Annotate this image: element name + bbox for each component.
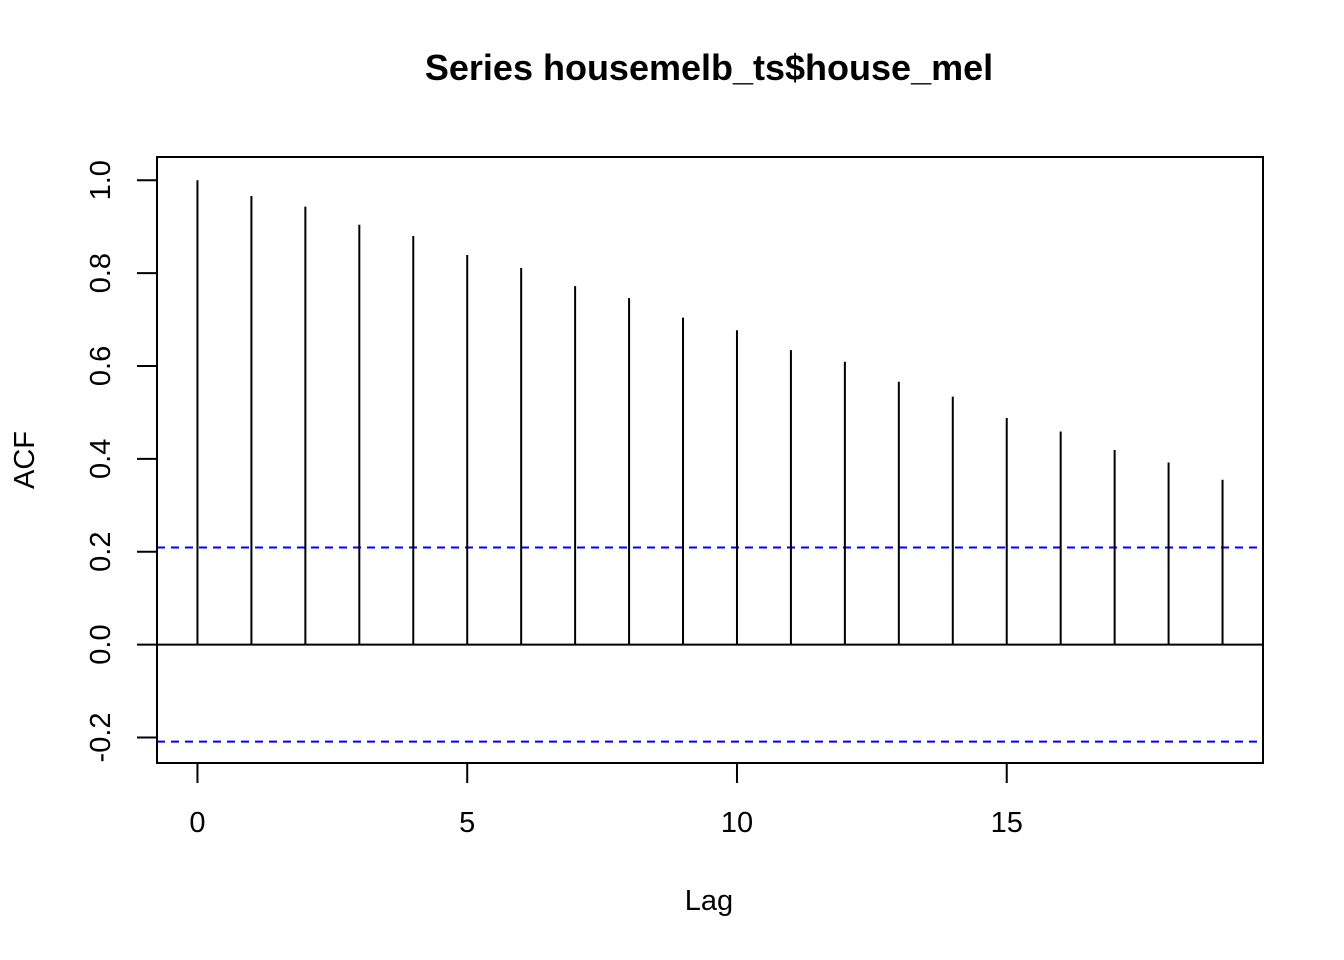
x-tick-label: 5 (459, 807, 475, 839)
y-tick-label: -0.2 (85, 712, 117, 762)
y-tick-label: 0.2 (85, 532, 117, 572)
y-tick-label: 0.6 (85, 346, 117, 386)
y-tick-label: 0.8 (85, 253, 117, 293)
x-axis-label: Lag (685, 885, 733, 917)
plot-area (157, 180, 1263, 743)
y-axis-label: ACF (9, 431, 41, 489)
y-tick-label: 1.0 (85, 160, 117, 200)
y-axis: -0.2 0.0 0.2 0.4 0.6 0.8 1.0 (85, 160, 158, 762)
plot-frame (156, 156, 1264, 764)
x-axis: 0 5 10 15 (189, 762, 1023, 839)
x-tick-label: 0 (189, 807, 205, 839)
chart-title: Series housemelb_ts$house_mel (425, 47, 993, 88)
x-tick-label: 10 (721, 807, 753, 839)
y-tick-label: 0.4 (85, 439, 117, 479)
y-tick-label: 0.0 (85, 624, 117, 664)
x-tick-label: 15 (991, 807, 1023, 839)
